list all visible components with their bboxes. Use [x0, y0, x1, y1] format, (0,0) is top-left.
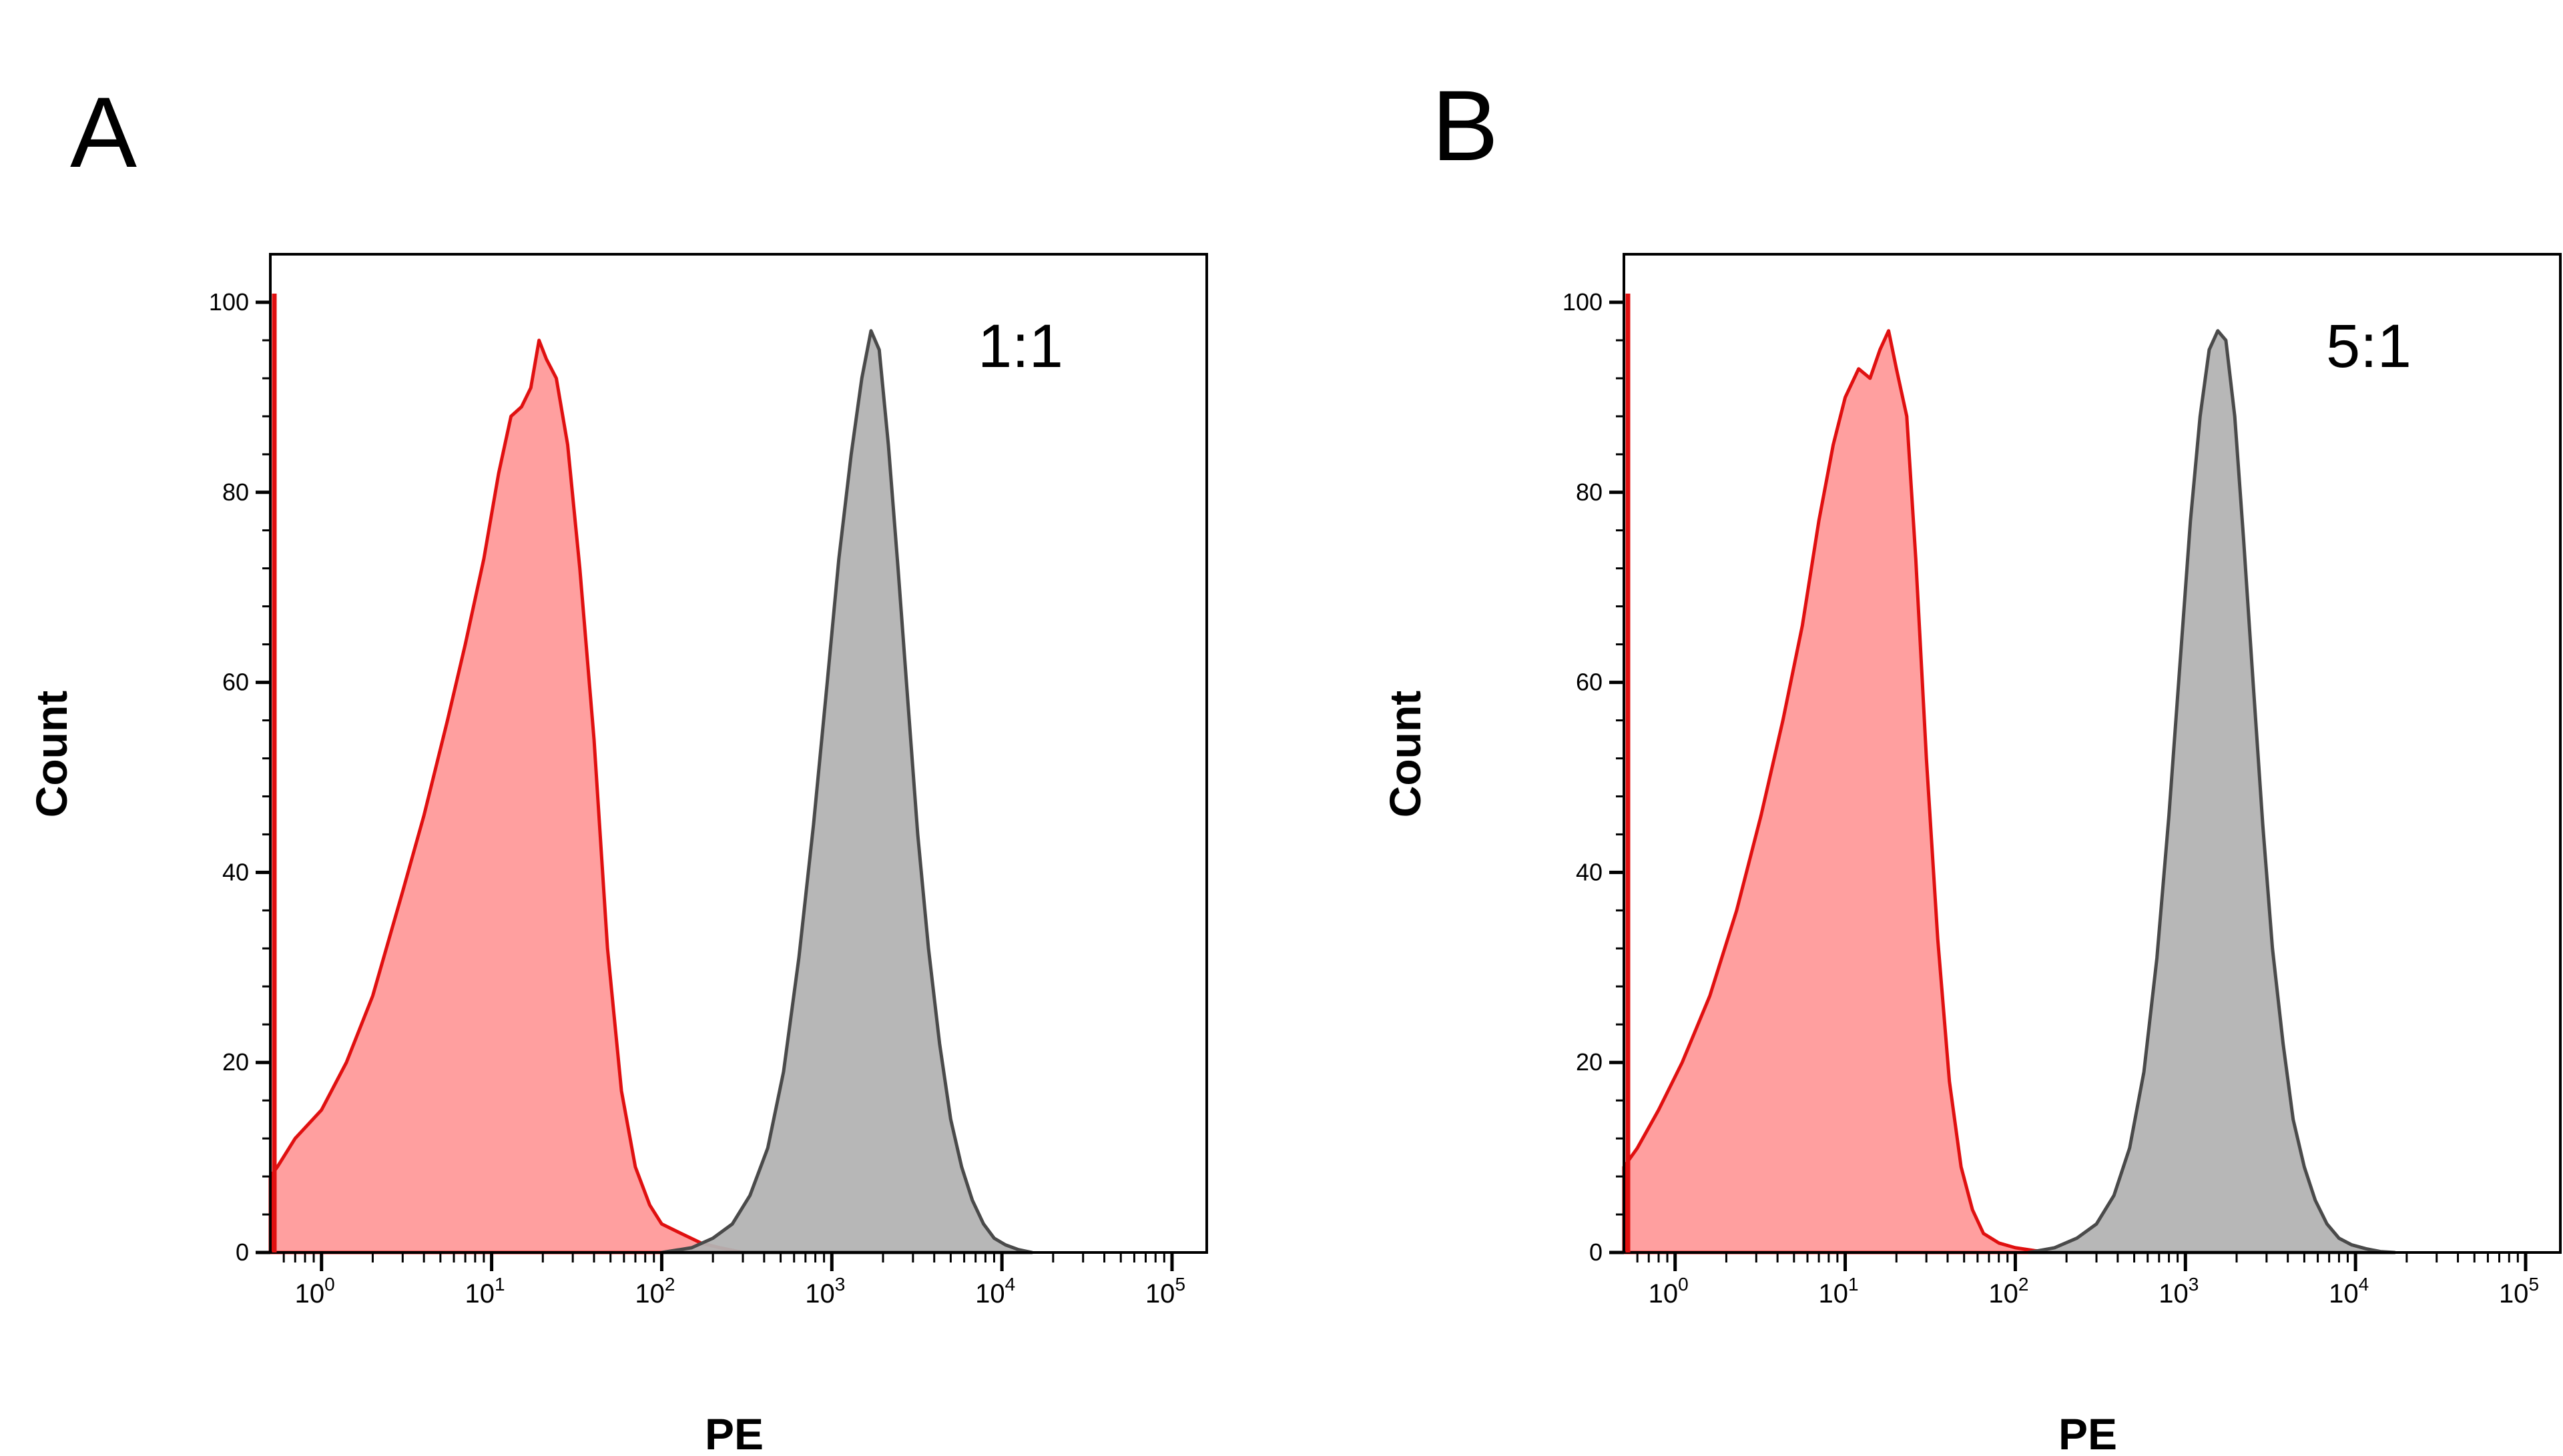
series-area-stained [659, 329, 1034, 1254]
panel-a: A Count 0 20 40 60 80 100 100 101 102 103 104 105 1… [27, 76, 1208, 1456]
x-tick-label: 104 [975, 1274, 1015, 1309]
panel-letter: B [1432, 69, 1498, 181]
plot-area: 0 20 40 60 80 100 100 101 102 103 104 105 [209, 253, 1208, 1309]
ratio-annotation: 5:1 [2326, 312, 2411, 380]
x-tick-label: 105 [2499, 1274, 2539, 1309]
y-axis-title: Count [27, 691, 76, 818]
y-tick-label: 20 [1576, 1048, 1603, 1076]
y-tick-label: 40 [222, 858, 249, 885]
y-tick-label: 20 [222, 1048, 249, 1076]
x-tick-label: 100 [295, 1274, 335, 1309]
plot-frame [1623, 253, 2562, 1254]
y-tick-label: 0 [1589, 1238, 1603, 1266]
series-area-control [268, 338, 745, 1254]
y-tick-label: 60 [222, 669, 249, 696]
y-tick-label: 80 [222, 478, 249, 506]
x-tick-label: 103 [805, 1274, 845, 1309]
plot-area: 0 20 40 60 80 100 100 101 102 103 104 105 [1562, 253, 2562, 1309]
x-axis-title: PE [705, 1409, 764, 1456]
y-axis-title-group: Count [1380, 691, 1430, 818]
x-tick-label: 103 [2159, 1274, 2199, 1309]
y-tick-label: 100 [1562, 288, 1603, 316]
y-tick-label: 0 [236, 1238, 249, 1266]
plot-frame [269, 253, 1208, 1254]
panel-letter: A [70, 76, 137, 188]
y-tick-label: 80 [1576, 478, 1603, 506]
x-tick-label: 101 [1819, 1274, 1859, 1309]
y-axis-title-group: Count [27, 691, 76, 818]
y-tick-label: 100 [209, 288, 249, 316]
x-tick-label: 102 [635, 1274, 675, 1309]
x-tick-label: 101 [465, 1274, 505, 1309]
series-area-control [1622, 329, 2056, 1254]
x-axis-title: PE [2058, 1409, 2117, 1456]
x-tick-label: 105 [1145, 1274, 1185, 1309]
y-tick-label: 40 [1576, 858, 1603, 885]
y-tick-label: 60 [1576, 669, 1603, 696]
series-area-stained [2027, 329, 2397, 1254]
x-tick-label: 100 [1649, 1274, 1689, 1309]
x-tick-label: 102 [1988, 1274, 2028, 1309]
x-tick-label: 104 [2329, 1274, 2369, 1309]
ratio-annotation: 1:1 [978, 312, 1063, 380]
y-axis-title: Count [1380, 691, 1430, 818]
panel-b: B Count 0 20 40 60 80 100 100 101 102 103 104 105 5… [1380, 69, 2562, 1456]
